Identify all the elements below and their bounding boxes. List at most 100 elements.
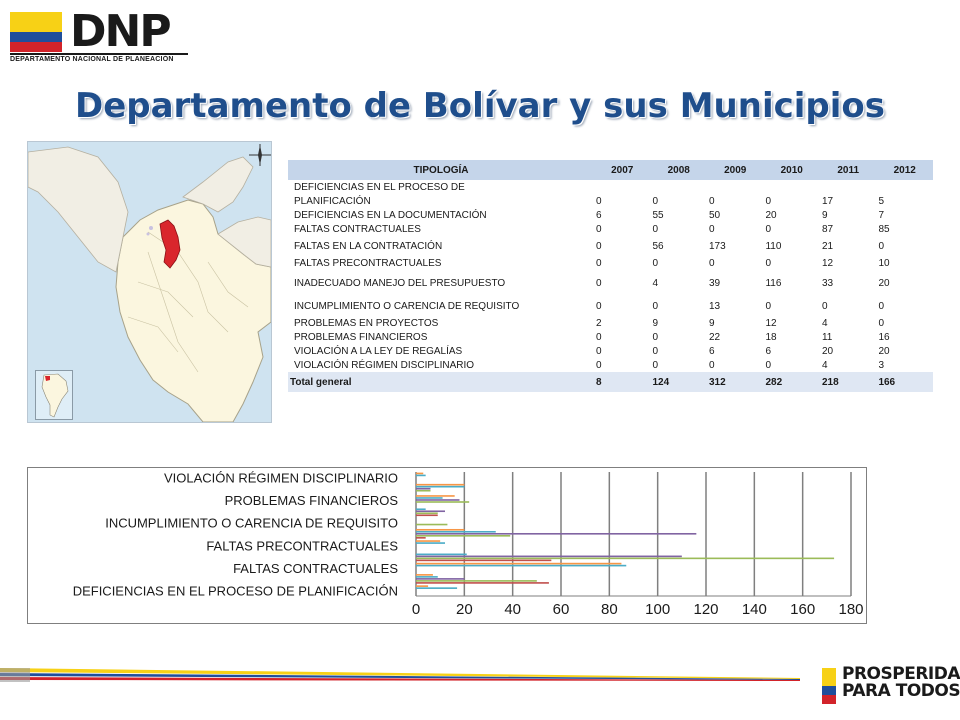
table-cell: 110 [765, 240, 782, 252]
table-cell: 282 [763, 372, 820, 392]
table-cell: 0 [652, 257, 659, 269]
table-cell: 0 [878, 240, 884, 252]
table-cell: 116 [765, 277, 782, 289]
table-cell: 21 [821, 240, 834, 252]
bar [416, 585, 429, 587]
bar [416, 512, 438, 515]
table-cell: 0 [708, 359, 715, 371]
table-row: FALTAS CONTRACTUALES 0 0 0 0 87 85 [288, 222, 933, 236]
bar [416, 535, 511, 537]
bar [416, 528, 465, 531]
prosperidad-text: PROSPERIDAD PARA TODOS [842, 666, 960, 700]
row-label: VIOLACIÓN A LA LEY DE REGALÍAS [294, 345, 463, 357]
row-label: INCUMPLIMIENTO O CARENCIA DE REQUISITO [294, 300, 520, 312]
table-cell: 8 [594, 372, 651, 392]
x-tick-label: 140 [742, 601, 767, 618]
table-cell: 2 [596, 317, 602, 329]
table-row: VIOLACIÓN A LA LEY DE REGALÍAS 0 0 6 6 2… [288, 344, 933, 358]
row-label: FALTAS PRECONTRACTUALES [294, 257, 442, 269]
footer-stripe [0, 668, 800, 682]
bar [416, 499, 460, 501]
x-tick-label: 80 [601, 601, 618, 618]
table-cell: 11 [821, 331, 833, 343]
table-header: 2007 [594, 160, 651, 180]
table-row: PLANIFICACIÓN 0 0 0 0 17 5 [288, 194, 933, 208]
bar [416, 510, 445, 513]
table-cell: 12 [821, 257, 834, 269]
table-cell: 0 [596, 359, 602, 371]
tipologia-table: TIPOLOGÍA 2007 2008 2009 2010 2011 2012 … [288, 160, 933, 392]
x-tick-label: 60 [553, 601, 570, 618]
chart-bars [416, 472, 835, 589]
x-tick-label: 160 [790, 601, 815, 618]
bar [416, 501, 470, 503]
row-label: VIOLACIÓN RÉGIMEN DISCIPLINARIO [294, 359, 475, 371]
bar [416, 557, 835, 560]
chart-x-ticks: 0 20 40 60 80 100 120 140 160 180 [412, 601, 864, 618]
category-label: VIOLACIÓN RÉGIMEN DISCIPLINARIO [164, 471, 398, 486]
table-cell: 0 [652, 345, 659, 357]
table-cell: 0 [708, 195, 715, 207]
table-cell: 0 [765, 195, 772, 207]
table-cell: 10 [878, 257, 890, 269]
category-label: FALTAS CONTRACTUALES [233, 561, 398, 576]
table-cell: 0 [596, 277, 602, 289]
bar [416, 540, 441, 542]
table-cell: 218 [819, 372, 877, 392]
bar [416, 587, 458, 589]
table-cell: 0 [878, 300, 884, 312]
table-cell: 0 [765, 223, 772, 235]
x-tick-label: 100 [645, 601, 670, 618]
table-cell: 56 [652, 240, 664, 252]
logo-divider [10, 53, 188, 55]
bar [416, 532, 697, 535]
row-label: PLANIFICACIÓN [294, 195, 371, 207]
table-cell: 20 [878, 345, 890, 357]
category-label: INCUMPLIMIENTO O CARENCIA DE REQUISITO [105, 516, 398, 531]
table-row: FALTAS PRECONTRACTUALES 0 0 0 0 12 10 [288, 256, 933, 270]
bar [416, 483, 465, 486]
table-row: PROBLEMAS EN PROYECTOS 2 9 9 12 4 0 [288, 316, 933, 330]
table-cell: 5 [878, 195, 884, 207]
x-tick-label: 120 [693, 601, 718, 618]
table-cell: 0 [708, 257, 715, 269]
table-header: 2008 [650, 160, 707, 180]
bar [416, 564, 627, 567]
table-cell: 20 [765, 209, 777, 221]
row-label: INADECUADO MANEJO DEL PRESUPUESTO [294, 277, 506, 289]
south-america-inset-map [35, 370, 73, 420]
table-cell: 87 [821, 223, 834, 235]
bar [416, 578, 465, 580]
table-cell: 0 [652, 331, 659, 343]
table-header: 2012 [876, 160, 933, 180]
category-label: FALTAS PRECONTRACTUALES [206, 538, 398, 553]
table-cell: 6 [596, 209, 602, 221]
table-row: VIOLACIÓN RÉGIMEN DISCIPLINARIO 0 0 0 0 … [288, 358, 933, 372]
table-cell: 9 [821, 209, 828, 221]
table-cell: 13 [708, 300, 721, 312]
chart-svg: DEFICIENCIAS EN EL PROCESO DE PLANIFICAC… [73, 471, 910, 618]
table-cell: 0 [765, 257, 772, 269]
table-cell: 0 [765, 359, 772, 371]
x-tick-label: 40 [504, 601, 521, 618]
table-cell: 0 [708, 223, 715, 235]
table-cell: 6 [765, 345, 772, 357]
table-cell: 0 [596, 240, 602, 252]
table-cell: 0 [596, 300, 602, 312]
table-row: INCUMPLIMIENTO O CARENCIA DE REQUISITO 0… [288, 296, 933, 316]
table-cell: 312 [706, 372, 764, 392]
colombia-flag-icon [10, 12, 62, 52]
bar [416, 487, 431, 490]
table-row: DEFICIENCIAS EN EL PROCESO DE [288, 180, 933, 194]
table-cell: 0 [652, 223, 659, 235]
table-cell: 20 [878, 277, 890, 289]
bar [416, 562, 622, 565]
table-cell: 0 [652, 300, 659, 312]
prosperidad-logo: PROSPERIDAD PARA TODOS [820, 666, 960, 706]
x-tick-label: 20 [456, 601, 473, 618]
bar [416, 514, 438, 517]
category-label: DEFICIENCIAS EN EL PROCESO DE PLANIFICAC… [73, 583, 398, 598]
bar [416, 497, 443, 499]
colombia-map [27, 141, 272, 423]
table-header: 2009 [706, 160, 764, 180]
